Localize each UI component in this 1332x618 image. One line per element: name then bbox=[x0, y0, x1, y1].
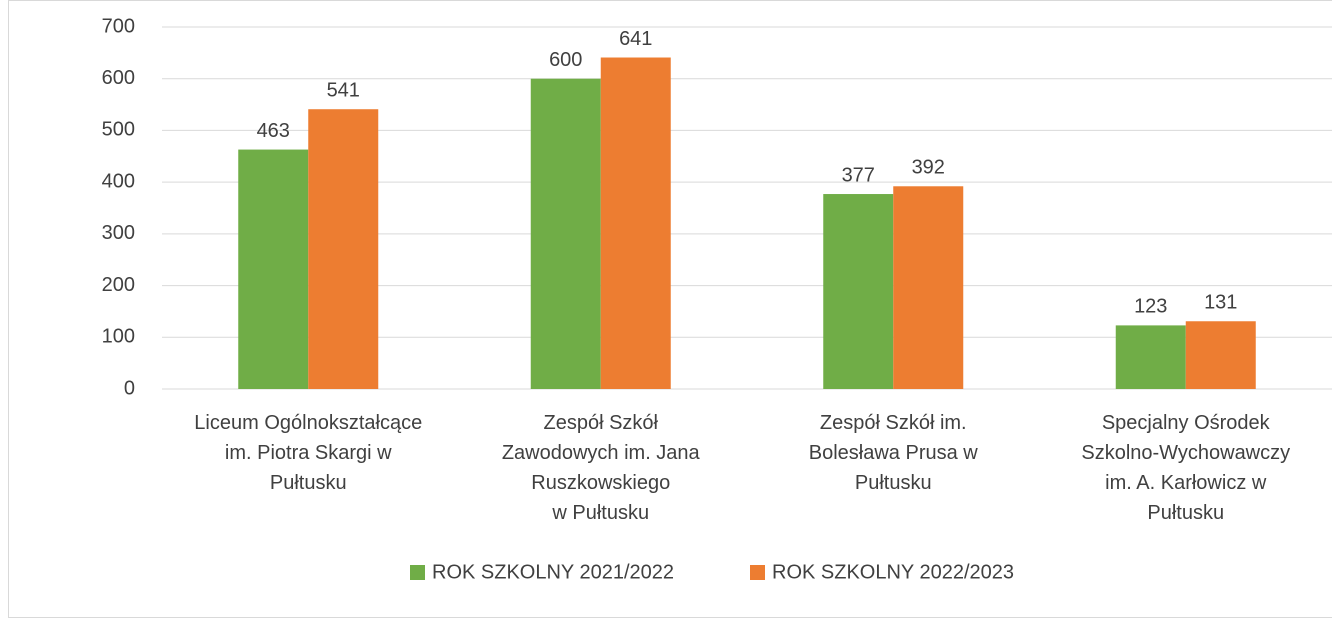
bar bbox=[238, 149, 309, 389]
y-tick-label: 100 bbox=[102, 326, 135, 348]
legend-label: ROK SZKOLNY 2021/2022 bbox=[432, 561, 674, 583]
data-label: 131 bbox=[1204, 292, 1237, 314]
bar bbox=[893, 186, 964, 389]
bar bbox=[308, 109, 379, 390]
data-label: 392 bbox=[912, 157, 945, 179]
legend-swatch bbox=[750, 565, 765, 580]
bar bbox=[1115, 325, 1186, 389]
x-tick-label: Zespół Szkół Zawodowych im. Jana Ruszkowsk… bbox=[502, 412, 701, 524]
data-label: 123 bbox=[1134, 296, 1167, 318]
x-tick-label: Liceum Ogólnokształcące im. Piotra Skargi… bbox=[194, 412, 422, 494]
data-label: 463 bbox=[257, 120, 290, 142]
data-label: 641 bbox=[619, 28, 652, 50]
y-tick-label: 500 bbox=[102, 119, 135, 141]
bar bbox=[1185, 321, 1256, 389]
x-tick-label: Zespół Szkół im. Bolesława Prusa w Pułtusk… bbox=[809, 412, 979, 494]
y-tick-label: 200 bbox=[102, 274, 135, 296]
bar bbox=[600, 57, 671, 390]
data-label: 541 bbox=[327, 80, 360, 102]
y-tick-label: 700 bbox=[102, 15, 135, 37]
data-label: 600 bbox=[549, 49, 582, 71]
legend-swatch bbox=[410, 565, 425, 580]
data-label: 377 bbox=[842, 164, 875, 186]
bar bbox=[823, 194, 894, 389]
x-tick-label: Specjalny Ośrodek Szkolno-Wychowawczy im. … bbox=[1081, 412, 1290, 524]
legend-label: ROK SZKOLNY 2022/2023 bbox=[772, 561, 1014, 583]
y-tick-label: 600 bbox=[102, 67, 135, 89]
y-tick-label: 0 bbox=[124, 377, 135, 399]
bar bbox=[530, 78, 601, 389]
y-tick-label: 400 bbox=[102, 170, 135, 192]
y-tick-label: 300 bbox=[102, 222, 135, 244]
